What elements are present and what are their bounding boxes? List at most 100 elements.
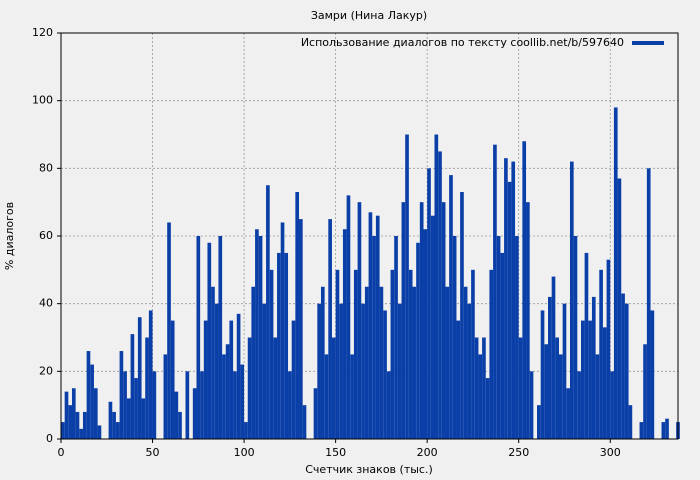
bar [463, 286, 468, 439]
bar [108, 401, 113, 439]
bar [621, 293, 625, 439]
bar [313, 388, 318, 439]
bar [211, 286, 215, 439]
bar [251, 286, 256, 439]
bar [262, 303, 267, 439]
bar [145, 337, 149, 439]
bar [610, 371, 614, 439]
bar [430, 215, 435, 439]
bar [599, 269, 603, 439]
x-tick-label: 50 [146, 446, 160, 459]
bar [580, 320, 585, 439]
bar [485, 378, 490, 439]
y-tick-label: 100 [32, 94, 53, 107]
chart-title: Замри (Нина Лакур) [311, 9, 427, 22]
bar [288, 371, 292, 439]
bar [207, 242, 212, 439]
bar [255, 229, 259, 439]
bar [284, 252, 289, 439]
bar [317, 303, 321, 439]
bar [438, 151, 442, 439]
bar [397, 303, 402, 439]
bar [452, 236, 457, 439]
bar [419, 202, 424, 439]
bar [148, 310, 153, 439]
bar [372, 236, 376, 439]
bar [174, 391, 179, 439]
bar [269, 269, 274, 439]
bar [379, 286, 384, 439]
bar [441, 202, 446, 439]
bar [416, 242, 420, 439]
bar [591, 296, 596, 439]
bar [456, 320, 461, 439]
y-axis-label: % диалогов [3, 202, 16, 270]
bar [364, 286, 369, 439]
bar [434, 134, 439, 439]
bar [368, 212, 373, 439]
bar [445, 286, 450, 439]
bar [551, 276, 556, 439]
bar [152, 371, 157, 439]
bar [61, 422, 65, 439]
bar [244, 422, 248, 439]
bar [613, 107, 618, 439]
bar [500, 252, 505, 439]
bar [170, 320, 175, 439]
bar [229, 320, 234, 439]
bar [383, 310, 387, 439]
bar [408, 269, 413, 439]
bar [79, 428, 83, 439]
bar [214, 303, 219, 439]
bar [496, 236, 501, 439]
bar [123, 371, 127, 439]
bar [449, 175, 453, 439]
bar [482, 337, 486, 439]
bar [295, 192, 300, 439]
bar [460, 192, 464, 439]
bar [218, 236, 223, 439]
bar [555, 337, 559, 439]
bar [134, 378, 138, 439]
bar [86, 351, 91, 439]
bar [163, 354, 168, 439]
bar [240, 364, 245, 439]
bar [82, 411, 87, 439]
bar [97, 425, 102, 439]
bar [518, 337, 523, 439]
bar [529, 371, 534, 439]
bar [90, 364, 94, 439]
bar [515, 236, 519, 439]
legend-label: Использование диалогов по тексту coollib… [301, 36, 624, 49]
bar [489, 269, 494, 439]
bar [93, 388, 98, 439]
bar [126, 398, 131, 439]
bar [280, 222, 285, 439]
bar [569, 161, 574, 440]
x-axis-label: Счетчик знаков (тыс.) [305, 463, 433, 476]
bar [628, 405, 633, 439]
x-tick-label: 0 [58, 446, 65, 459]
legend-swatch [632, 41, 664, 45]
bar [537, 405, 541, 439]
bar [115, 422, 120, 439]
bar [507, 181, 512, 439]
bar [401, 202, 406, 439]
bar [222, 354, 226, 439]
bar [577, 371, 581, 439]
bar [258, 236, 263, 439]
bar [178, 411, 182, 439]
bar [266, 185, 270, 439]
bar [203, 320, 208, 439]
bar [522, 141, 527, 439]
bar [394, 236, 398, 439]
x-tick-label: 200 [417, 446, 438, 459]
bar [233, 371, 237, 439]
bar [339, 303, 343, 439]
bar [119, 351, 124, 439]
bar [236, 313, 241, 439]
x-tick-label: 250 [508, 446, 529, 459]
bar [112, 411, 116, 439]
